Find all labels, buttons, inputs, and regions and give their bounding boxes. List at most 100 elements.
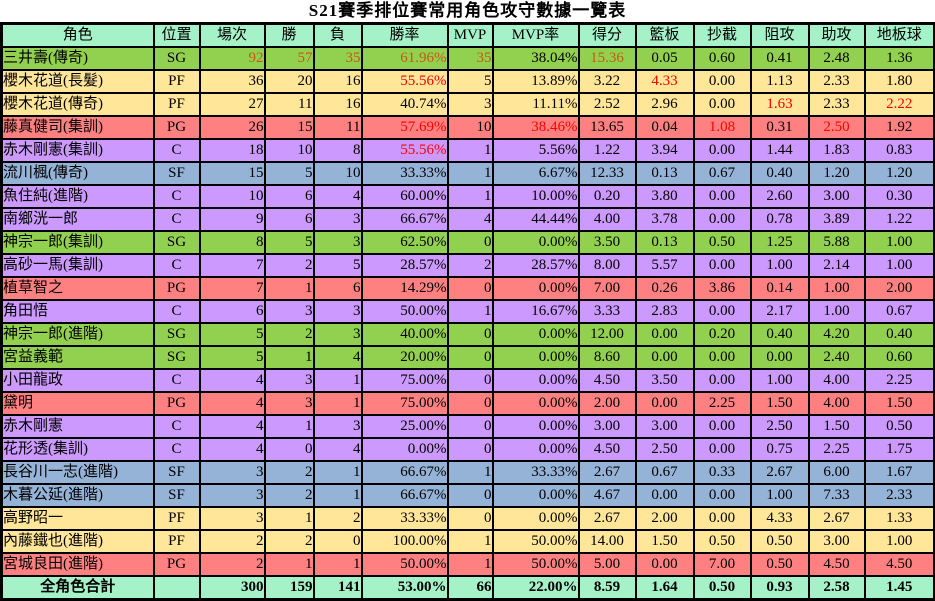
character-row: 櫻木花道(長髮) PF 36 20 16 55.56% 5 13.89% 3.22 4.33 0.0…	[0, 69, 935, 94]
cell-losses: 16	[312, 69, 363, 94]
header-mvp: MVP	[446, 22, 494, 48]
header-name: 角色	[0, 22, 155, 48]
cell-losses: 3	[312, 299, 363, 324]
cell-rebounds: 3.00	[634, 414, 695, 439]
cell-steals: 0.00	[692, 184, 752, 209]
total-cell-win_rate: 53.00%	[360, 575, 449, 601]
cell-blocks: 1.44	[749, 138, 810, 163]
cell-floor_balls: 2.22	[863, 92, 935, 117]
cell-blocks: 4.33	[749, 506, 810, 531]
cell-win_rate: 55.56%	[360, 138, 449, 163]
cell-rebounds: 3.94	[634, 138, 695, 163]
cell-name: 神宗一郎(進階)	[0, 322, 155, 347]
cell-blocks: 1.00	[749, 368, 810, 393]
cell-floor_balls: 1.50	[863, 391, 935, 416]
cell-games: 15	[198, 161, 266, 186]
cell-steals: 0.00	[692, 69, 752, 94]
cell-name: 南鄉洸一郎	[0, 207, 155, 232]
cell-win_rate: 100.00%	[360, 529, 449, 554]
cell-win_rate: 40.74%	[360, 92, 449, 117]
cell-blocks: 0.78	[749, 207, 810, 232]
cell-mvp_rate: 50.00%	[491, 529, 580, 554]
cell-losses: 4	[312, 345, 363, 370]
cell-losses: 11	[312, 115, 363, 140]
cell-position: SF	[152, 483, 201, 508]
cell-steals: 0.00	[692, 414, 752, 439]
cell-steals: 2.25	[692, 391, 752, 416]
cell-blocks: 2.50	[749, 414, 810, 439]
character-row: 宮城良田(進階) PG 2 1 1 50.00% 1 50.00% 5.00 0.00 7.00 0.…	[0, 552, 935, 577]
cell-blocks: 2.17	[749, 299, 810, 324]
total-cell-blocks: 0.93	[749, 575, 810, 601]
cell-assists: 2.33	[807, 92, 866, 117]
cell-mvp: 0	[446, 230, 494, 255]
cell-assists: 3.89	[807, 207, 866, 232]
cell-points: 8.60	[577, 345, 637, 370]
cell-losses: 8	[312, 138, 363, 163]
header-wins: 勝	[263, 22, 315, 48]
cell-steals: 0.00	[692, 207, 752, 232]
cell-wins: 0	[263, 437, 315, 462]
cell-mvp: 0	[446, 322, 494, 347]
character-row: 宮益義範 SG 5 1 4 20.00% 0 0.00% 8.60 0.00 0.00 0.00 2.4…	[0, 345, 935, 370]
cell-win_rate: 28.57%	[360, 253, 449, 278]
cell-mvp_rate: 33.33%	[491, 460, 580, 485]
cell-wins: 2	[263, 529, 315, 554]
cell-assists: 2.67	[807, 506, 866, 531]
cell-position: PG	[152, 276, 201, 301]
cell-position: PF	[152, 529, 201, 554]
cell-games: 5	[198, 322, 266, 347]
cell-win_rate: 61.96%	[360, 46, 449, 71]
cell-games: 8	[198, 230, 266, 255]
cell-points: 3.00	[577, 414, 637, 439]
total-cell-assists: 2.58	[807, 575, 866, 601]
total-cell-position	[152, 575, 201, 601]
total-cell-mvp: 66	[446, 575, 494, 601]
cell-rebounds: 0.00	[634, 552, 695, 577]
character-row: 櫻木花道(傳奇) PF 27 11 16 40.74% 3 11.11% 2.52 2.96 0.0…	[0, 92, 935, 117]
cell-mvp: 1	[446, 161, 494, 186]
cell-name: 藤真健司(集訓)	[0, 115, 155, 140]
cell-mvp: 0	[446, 414, 494, 439]
cell-blocks: 0.31	[749, 115, 810, 140]
cell-mvp: 0	[446, 483, 494, 508]
cell-steals: 0.00	[692, 138, 752, 163]
character-row: 流川楓(傳奇) SF 15 5 10 33.33% 1 6.67% 12.33 0.13 0.67 0…	[0, 161, 935, 186]
cell-steals: 0.00	[692, 506, 752, 531]
total-cell-steals: 0.50	[692, 575, 752, 601]
cell-losses: 3	[312, 230, 363, 255]
header-position: 位置	[152, 22, 201, 48]
cell-losses: 3	[312, 207, 363, 232]
cell-position: C	[152, 368, 201, 393]
cell-win_rate: 75.00%	[360, 368, 449, 393]
cell-position: SG	[152, 46, 201, 71]
cell-position: PG	[152, 391, 201, 416]
cell-points: 3.50	[577, 230, 637, 255]
cell-rebounds: 0.67	[634, 460, 695, 485]
header-assists: 助攻	[807, 22, 866, 48]
cell-blocks: 1.25	[749, 230, 810, 255]
cell-position: SF	[152, 460, 201, 485]
cell-points: 1.22	[577, 138, 637, 163]
cell-steals: 0.00	[692, 92, 752, 117]
cell-name: 櫻木花道(長髮)	[0, 69, 155, 94]
cell-blocks: 2.67	[749, 460, 810, 485]
cell-position: PF	[152, 506, 201, 531]
cell-games: 4	[198, 391, 266, 416]
cell-wins: 20	[263, 69, 315, 94]
character-row: 植草智之 PG 7 1 6 14.29% 0 0.00% 7.00 0.26 3.86 0.14 1.0…	[0, 276, 935, 301]
cell-steals: 0.33	[692, 460, 752, 485]
cell-win_rate: 66.67%	[360, 460, 449, 485]
cell-win_rate: 25.00%	[360, 414, 449, 439]
character-row: 角田悟 C 6 3 3 50.00% 1 16.67% 3.33 2.83 0.00 2.17 1.00…	[0, 299, 935, 324]
cell-assists: 2.50	[807, 115, 866, 140]
total-cell-losses: 141	[312, 575, 363, 601]
cell-floor_balls: 1.75	[863, 437, 935, 462]
cell-mvp_rate: 50.00%	[491, 552, 580, 577]
cell-name: 花形透(集訓)	[0, 437, 155, 462]
cell-steals: 0.50	[692, 529, 752, 554]
cell-mvp_rate: 0.00%	[491, 276, 580, 301]
cell-rebounds: 2.83	[634, 299, 695, 324]
header-losses: 負	[312, 22, 363, 48]
cell-mvp_rate: 0.00%	[491, 506, 580, 531]
